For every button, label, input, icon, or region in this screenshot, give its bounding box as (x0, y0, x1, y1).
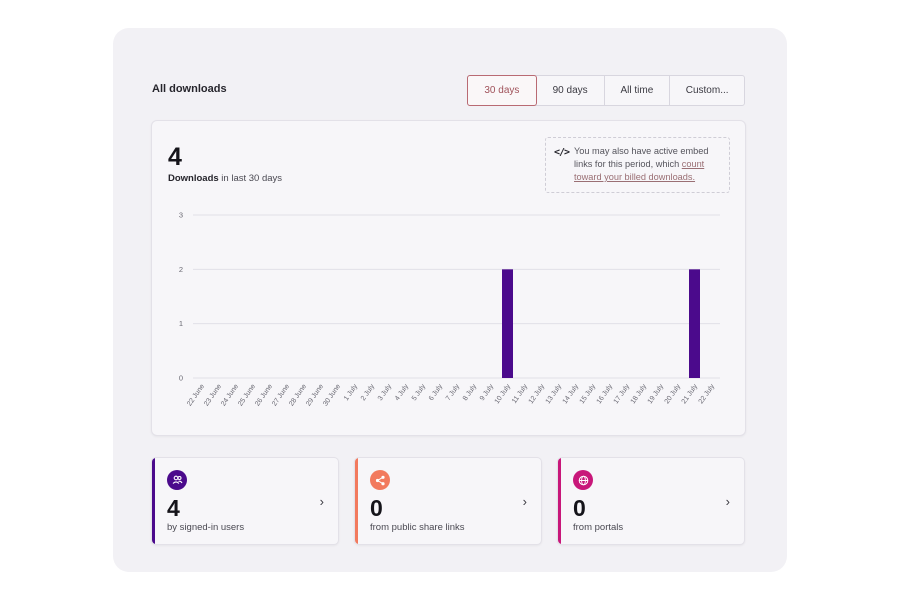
x-tick-label: 16 July (596, 383, 615, 406)
date-range-selector: 30 days 90 days All time Custom... (467, 75, 745, 106)
card-value: 4 (167, 495, 180, 521)
embed-note-text: You may also have active embed links for… (574, 146, 709, 169)
card-accent (152, 458, 155, 544)
x-tick-label: 5 July (411, 383, 428, 402)
x-tick-label: 20 July (664, 383, 683, 406)
chevron-right-icon: › (319, 494, 324, 509)
x-tick-label: 6 July (428, 383, 445, 402)
x-tick-label: 7 July (445, 383, 462, 402)
x-tick-label: 8 July (462, 383, 479, 402)
x-tick-label: 15 July (579, 383, 598, 406)
x-tick-label: 12 July (528, 383, 547, 406)
y-tick-label: 0 (179, 374, 183, 383)
code-icon: </> (554, 147, 570, 158)
downloads-caption: Downloads in last 30 days (168, 173, 282, 184)
chevron-right-icon: › (522, 494, 527, 509)
x-tick-label: 3 July (377, 383, 394, 402)
card-label: by signed-in users (167, 522, 245, 533)
card-value: 0 (370, 495, 383, 521)
card-label: from portals (573, 522, 624, 533)
x-tick-label: 10 July (494, 383, 513, 406)
section-title: All downloads (152, 83, 227, 95)
range-all-time-button[interactable]: All time (605, 76, 671, 105)
globe-icon (573, 470, 593, 490)
signed-in-users-card[interactable]: 4 by signed-in users › (151, 457, 339, 545)
x-tick-label: 1 July (343, 383, 360, 402)
x-tick-label: 19 July (647, 383, 666, 406)
x-tick-label: 4 July (394, 383, 411, 402)
x-tick-label: 9 July (479, 383, 496, 402)
y-tick-label: 2 (179, 265, 183, 274)
x-tick-label: 18 July (630, 383, 649, 406)
y-tick-label: 3 (179, 211, 183, 220)
card-accent (355, 458, 358, 544)
billed-downloads-link[interactable]: count toward your billed downloads. (574, 159, 705, 182)
x-tick-label: 30 June (322, 383, 342, 408)
users-icon (167, 470, 187, 490)
downloads-caption-rest: in last 30 days (218, 173, 283, 184)
chart-card (151, 120, 746, 436)
share-icon (370, 470, 390, 490)
x-tick-label: 2 July (360, 383, 377, 402)
chevron-right-icon: › (725, 494, 730, 509)
range-custom-button[interactable]: Custom... (685, 85, 729, 96)
chart-bar[interactable] (689, 269, 700, 378)
x-tick-label: 17 July (613, 383, 632, 406)
range-90-days-button[interactable]: 90 days (537, 76, 605, 105)
card-value: 0 (573, 495, 586, 521)
chart-bar[interactable] (502, 269, 513, 378)
embed-links-note: </> You may also have active embed links… (545, 137, 730, 193)
x-tick-label: 14 July (562, 383, 581, 406)
portals-card[interactable]: 0 from portals › (557, 457, 745, 545)
card-label: from public share links (370, 522, 465, 533)
x-tick-label: 13 July (545, 383, 564, 406)
downloads-caption-bold: Downloads (168, 173, 219, 184)
x-tick-label: 22 July (698, 383, 717, 406)
public-share-links-card[interactable]: 0 from public share links › (354, 457, 542, 545)
y-tick-label: 1 (179, 319, 183, 328)
x-tick-label: 21 July (681, 383, 700, 406)
total-downloads-count: 4 (168, 143, 182, 171)
card-accent (558, 458, 561, 544)
range-30-days-button[interactable]: 30 days (467, 75, 537, 106)
